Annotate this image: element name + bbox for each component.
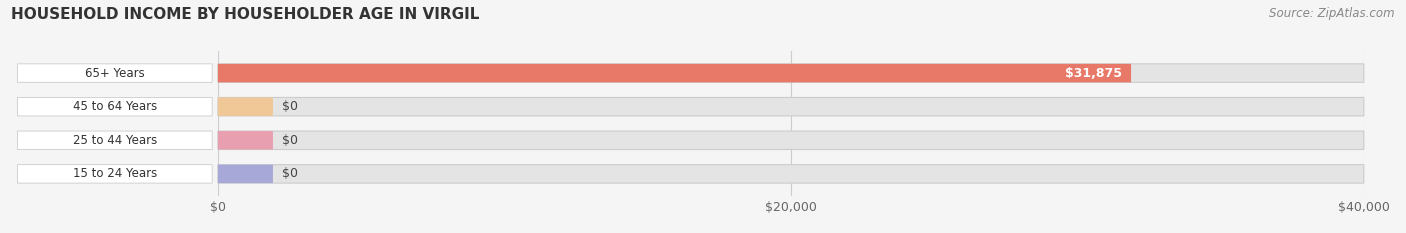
FancyBboxPatch shape xyxy=(218,131,273,150)
FancyBboxPatch shape xyxy=(17,165,212,183)
Text: 15 to 24 Years: 15 to 24 Years xyxy=(73,167,157,180)
FancyBboxPatch shape xyxy=(17,64,212,82)
Text: $31,875: $31,875 xyxy=(1064,67,1122,80)
FancyBboxPatch shape xyxy=(17,131,212,150)
Text: $0: $0 xyxy=(283,167,298,180)
FancyBboxPatch shape xyxy=(218,64,1364,82)
Text: HOUSEHOLD INCOME BY HOUSEHOLDER AGE IN VIRGIL: HOUSEHOLD INCOME BY HOUSEHOLDER AGE IN V… xyxy=(11,7,479,22)
Text: 25 to 44 Years: 25 to 44 Years xyxy=(73,134,157,147)
Text: $0: $0 xyxy=(283,100,298,113)
FancyBboxPatch shape xyxy=(218,165,273,183)
FancyBboxPatch shape xyxy=(218,131,1364,150)
FancyBboxPatch shape xyxy=(218,165,1364,183)
FancyBboxPatch shape xyxy=(17,97,212,116)
FancyBboxPatch shape xyxy=(218,97,1364,116)
FancyBboxPatch shape xyxy=(218,64,1130,82)
Text: Source: ZipAtlas.com: Source: ZipAtlas.com xyxy=(1270,7,1395,20)
Text: $0: $0 xyxy=(283,134,298,147)
Text: 45 to 64 Years: 45 to 64 Years xyxy=(73,100,157,113)
FancyBboxPatch shape xyxy=(218,97,273,116)
Text: 65+ Years: 65+ Years xyxy=(84,67,145,80)
